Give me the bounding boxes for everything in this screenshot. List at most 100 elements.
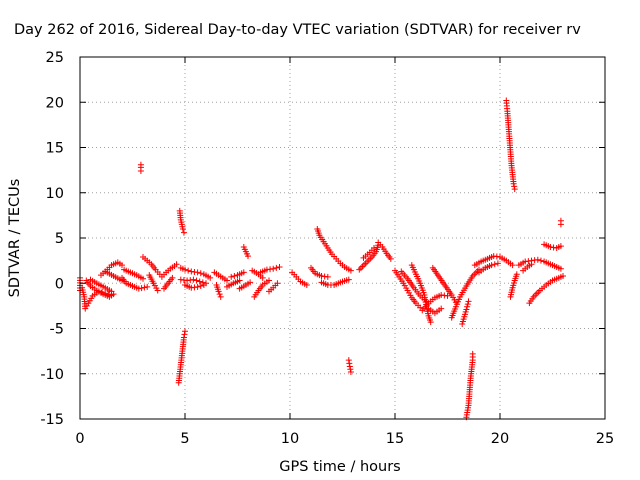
- data-point: [535, 289, 542, 296]
- x-tick-labels: 0 5 10 15 20 25: [75, 431, 614, 447]
- data-point: [217, 293, 224, 300]
- data-point: [274, 280, 281, 287]
- data-point: [534, 256, 541, 263]
- data-point: [359, 263, 366, 270]
- data-point: [247, 279, 254, 286]
- data-point: [510, 180, 517, 187]
- y-tick-label: 15: [46, 141, 64, 157]
- data-point: [181, 331, 188, 338]
- data-point: [169, 274, 176, 281]
- data-point: [259, 274, 266, 281]
- data-point: [387, 255, 394, 262]
- data-point: [427, 319, 434, 326]
- data-point: [179, 225, 186, 232]
- data-point: [224, 277, 230, 284]
- data-point: [438, 305, 445, 312]
- data-point: [276, 263, 283, 270]
- data-point: [270, 265, 277, 272]
- data-point: [303, 282, 310, 289]
- data-point: [532, 292, 539, 299]
- chart-title: Day 262 of 2016, Sidereal Day-to-day VTE…: [14, 22, 581, 38]
- data-point: [324, 273, 331, 280]
- data-point: [528, 261, 535, 268]
- data-point: [465, 298, 472, 305]
- data-point: [197, 270, 204, 277]
- data-point: [231, 273, 238, 280]
- data-point: [345, 276, 352, 283]
- grid-lines: [80, 57, 605, 419]
- data-points: [77, 97, 566, 421]
- data-point: [491, 261, 498, 268]
- data-point: [200, 282, 207, 289]
- data-point: [207, 274, 214, 281]
- data-point: [138, 285, 145, 292]
- data-point: [137, 161, 144, 168]
- data-point: [180, 334, 187, 341]
- data-point: [194, 269, 201, 276]
- x-tick-label: 25: [596, 431, 614, 447]
- y-axis-label: SDTVAR / TECUs: [7, 179, 23, 298]
- plot-frame: [79, 56, 606, 420]
- data-point: [197, 282, 204, 289]
- y-tick-label: 25: [46, 50, 64, 66]
- x-axis-label: GPS time / hours: [279, 459, 400, 475]
- data-point: [135, 285, 142, 292]
- data-point: [365, 257, 372, 264]
- data-point: [119, 262, 125, 269]
- data-point: [236, 277, 243, 284]
- data-point: [356, 266, 363, 273]
- data-point: [444, 292, 451, 299]
- data-point: [347, 267, 354, 274]
- data-point: [216, 291, 223, 298]
- data-point: [361, 261, 368, 268]
- data-point: [108, 288, 115, 295]
- x-tick-label: 5: [180, 431, 189, 447]
- data-point: [464, 301, 471, 308]
- data-point: [345, 357, 352, 364]
- data-point: [557, 243, 564, 250]
- y-tick-label: 0: [55, 276, 64, 292]
- data-point: [199, 279, 206, 286]
- data-point: [180, 229, 187, 236]
- data-point: [557, 265, 564, 272]
- data-point: [196, 278, 203, 285]
- y-tick-labels: -15 -10 -5 0 5 10 15 20 25: [40, 50, 64, 428]
- data-point: [185, 267, 192, 274]
- data-point: [215, 288, 222, 295]
- data-point: [173, 261, 180, 268]
- data-point: [194, 283, 201, 290]
- data-point: [464, 303, 471, 310]
- data-point: [266, 277, 272, 284]
- data-point: [190, 276, 197, 283]
- data-point: [154, 287, 161, 294]
- x-tick-label: 20: [491, 431, 509, 447]
- data-point: [509, 262, 516, 269]
- x-tick-label: 10: [281, 431, 299, 447]
- data-point: [362, 260, 369, 267]
- data-point: [182, 328, 188, 335]
- data-point: [347, 366, 354, 373]
- data-point: [346, 363, 353, 370]
- data-point: [371, 244, 377, 251]
- data-point: [463, 306, 470, 313]
- data-point: [511, 183, 518, 190]
- y-tick-label: -5: [50, 322, 64, 338]
- data-point: [511, 186, 518, 193]
- data-point: [140, 275, 146, 282]
- data-point: [533, 290, 540, 297]
- data-point: [347, 368, 354, 375]
- data-point: [346, 360, 353, 367]
- data-point: [357, 265, 364, 272]
- y-tick-label: 10: [46, 186, 64, 202]
- data-point: [557, 217, 564, 224]
- y-tick-label: 5: [55, 231, 64, 247]
- x-tick-label: 15: [386, 431, 404, 447]
- data-point: [193, 277, 200, 284]
- data-point: [560, 273, 566, 280]
- data-point: [494, 260, 501, 267]
- x-tick-label: 0: [75, 431, 84, 447]
- data-point: [240, 269, 247, 276]
- axis-ticks: [79, 56, 606, 420]
- data-point: [537, 257, 544, 264]
